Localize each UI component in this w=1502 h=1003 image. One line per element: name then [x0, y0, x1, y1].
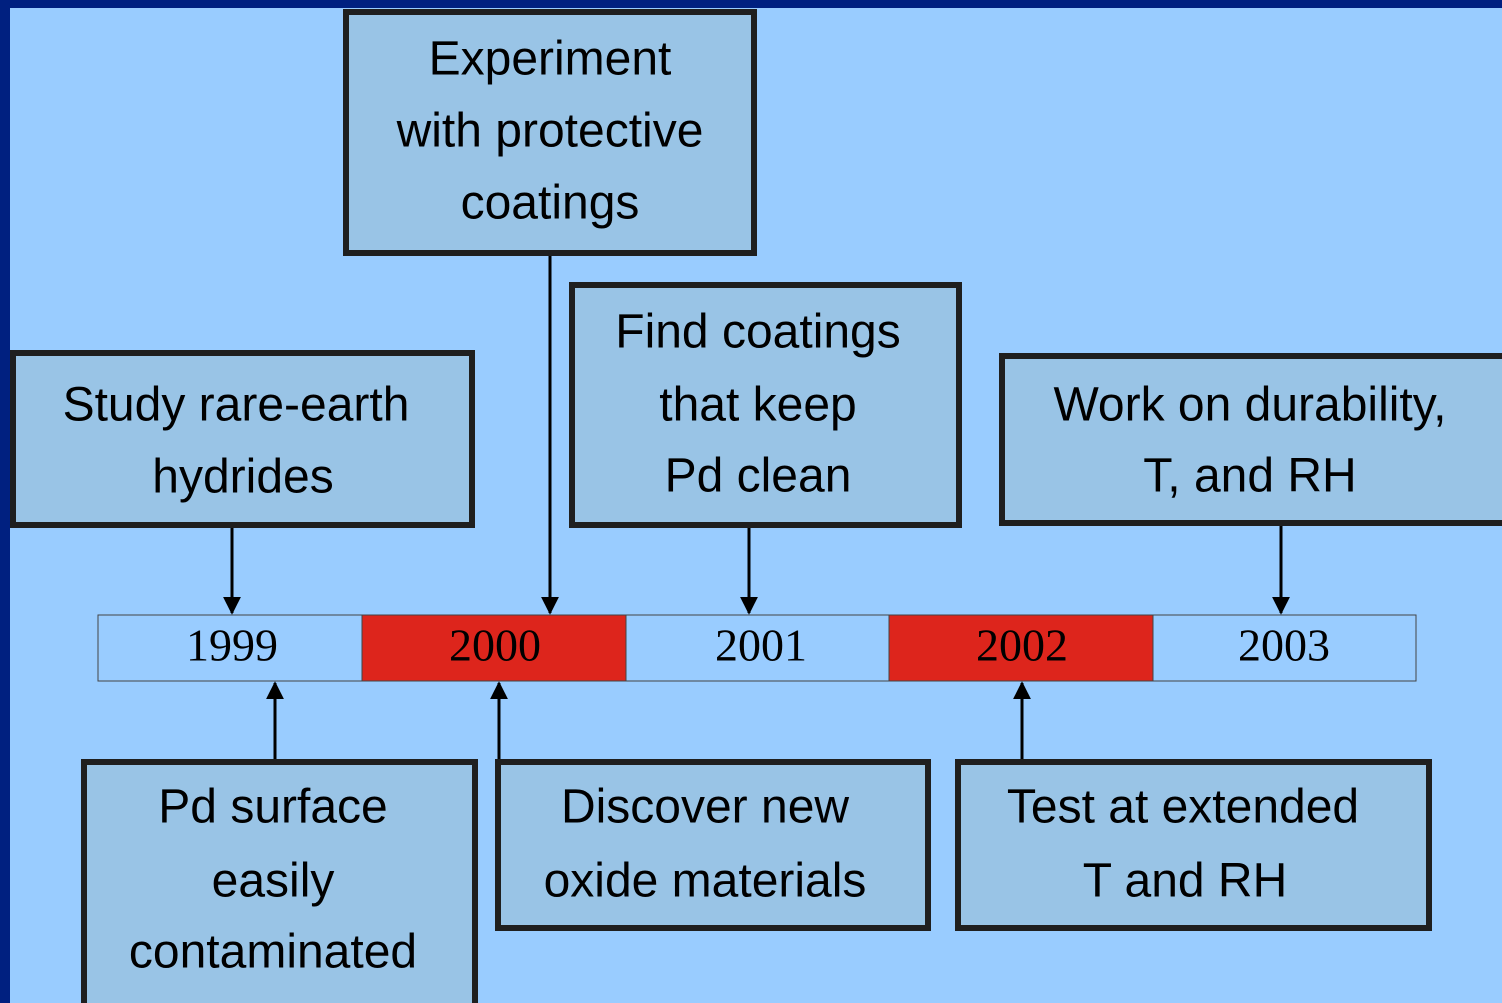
event-text: oxide materials	[544, 855, 867, 908]
event-text: T, and RH	[1143, 450, 1356, 503]
event-text: contaminated	[129, 926, 417, 979]
year-segment	[888, 614, 1154, 682]
event-text: that keep	[659, 379, 856, 432]
event-box	[999, 353, 1502, 526]
event-box	[343, 9, 757, 256]
year-segment	[1152, 614, 1417, 682]
event-text: Experiment	[429, 33, 672, 86]
event-text: easily	[212, 855, 335, 908]
year-segment	[625, 614, 890, 682]
event-box	[955, 759, 1432, 931]
year-segment	[97, 614, 363, 682]
event-text: Study rare-earth	[63, 379, 410, 432]
year-label: 2003	[1238, 620, 1330, 671]
event-box	[495, 759, 931, 931]
year-label: 2000	[449, 620, 541, 671]
event-text: Pd clean	[665, 450, 852, 503]
event-box	[81, 759, 478, 1003]
event-text: Pd surface	[158, 781, 387, 834]
event-text: coatings	[461, 177, 640, 230]
event-text: Test at extended	[1007, 781, 1359, 834]
event-box	[569, 282, 962, 528]
year-label: 2002	[976, 620, 1068, 671]
event-text: with protective	[396, 105, 704, 158]
event-box	[10, 350, 475, 528]
event-text: Work on durability,	[1053, 379, 1446, 432]
event-text: T and RH	[1083, 855, 1288, 908]
event-text: Find coatings	[615, 306, 901, 359]
event-text: hydrides	[152, 451, 333, 504]
year-label: 1999	[186, 620, 278, 671]
event-text: Discover new	[561, 781, 849, 834]
year-label: 2001	[715, 620, 807, 671]
timeline: 1999 2000 2001 2002 2003	[97, 614, 1417, 682]
